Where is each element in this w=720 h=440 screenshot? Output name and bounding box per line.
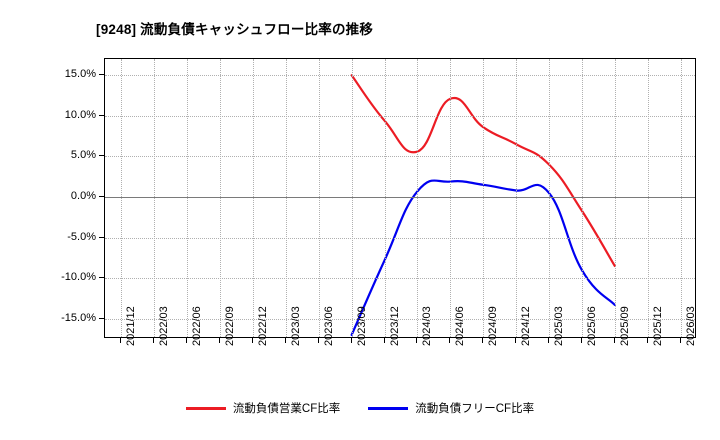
y-axis-tick: [99, 74, 104, 76]
x-axis-tick: [515, 338, 517, 343]
gridline-horizontal: [105, 75, 695, 77]
gridline-horizontal: [105, 318, 695, 320]
x-axis-label: 2024/03: [421, 306, 434, 346]
x-axis-label: 2023/03: [289, 306, 302, 346]
x-axis-tick: [646, 338, 648, 343]
x-axis-label: 2025/03: [553, 306, 565, 346]
legend-label-operating-cf: 流動負債営業CF比率: [232, 403, 341, 415]
x-axis-label: 2024/12: [520, 306, 533, 346]
gridline-vertical: [220, 59, 222, 337]
x-axis-label: 2022/03: [158, 306, 171, 346]
gridline-vertical: [154, 59, 156, 337]
x-axis-tick: [482, 338, 484, 343]
y-axis-label: 10.0%: [64, 108, 96, 121]
gridline-vertical: [549, 59, 550, 337]
x-axis-tick: [120, 338, 122, 343]
gridline-vertical: [351, 59, 353, 337]
x-axis-label: 2025/09: [618, 306, 631, 346]
legend-item-free-cf: 流動負債フリーCF比率: [368, 400, 534, 416]
x-axis-tick: [153, 338, 155, 343]
y-axis-tick: [99, 195, 104, 197]
series-layer: [105, 59, 697, 339]
legend-label-free-cf: 流動負債フリーCF比率: [415, 403, 535, 415]
y-axis-label: 5.0%: [70, 149, 96, 162]
gridline-vertical: [384, 59, 386, 337]
x-axis-label: 2025/12: [651, 306, 664, 346]
x-axis-tick: [186, 338, 188, 343]
gridline-vertical: [253, 59, 254, 337]
legend-swatch-operating-cf: [185, 406, 226, 410]
gridline-vertical: [318, 59, 320, 337]
gridline-vertical: [647, 59, 649, 337]
x-axis-tick: [613, 338, 615, 343]
legend-item-operating-cf: 流動負債営業CF比率: [185, 400, 341, 416]
x-axis-label: 2022/09: [224, 306, 237, 346]
gridline-vertical: [121, 59, 123, 337]
x-axis-label: 2021/12: [125, 306, 138, 346]
x-axis-tick: [252, 338, 253, 343]
gridline-vertical: [417, 59, 419, 337]
gridline-horizontal: [105, 115, 695, 117]
y-axis-label: -10.0%: [61, 271, 96, 284]
y-axis-label: 0.0%: [70, 189, 96, 202]
x-axis-tick: [284, 338, 286, 343]
x-axis-label: 2023/12: [388, 306, 401, 346]
x-axis-label: 2024/06: [454, 306, 467, 346]
gridline-horizontal: [105, 196, 695, 198]
legend-swatch-free-cf: [368, 406, 409, 410]
x-axis-label: 2024/09: [487, 306, 500, 346]
gridline-vertical: [450, 59, 452, 337]
plot-area: [104, 58, 696, 338]
x-axis-label: 2022/06: [191, 306, 204, 346]
gridline-vertical: [516, 59, 518, 337]
gridline-vertical: [187, 59, 189, 337]
x-axis-label: 2022/12: [257, 306, 269, 346]
chart-legend: 流動負債営業CF比率 流動負債フリーCF比率: [0, 400, 720, 416]
y-axis-tick: [99, 317, 104, 319]
x-axis-label: 2023/06: [322, 306, 335, 346]
x-axis-label: 2026/03: [684, 306, 697, 346]
x-axis-tick: [580, 338, 582, 343]
x-axis-tick: [317, 338, 319, 343]
x-axis-tick: [449, 338, 451, 343]
series-line-1: [352, 180, 615, 334]
y-axis-label: -5.0%: [67, 230, 96, 243]
y-axis-label: 15.0%: [64, 68, 96, 81]
y-axis-tick: [99, 277, 104, 279]
y-axis-label: -15.0%: [61, 311, 96, 324]
gridline-vertical: [614, 59, 616, 337]
y-axis-tick: [99, 236, 104, 238]
gridline-horizontal: [105, 278, 695, 280]
gridline-vertical: [581, 59, 583, 337]
x-axis-tick: [219, 338, 221, 343]
x-axis-tick: [416, 338, 418, 343]
gridline-vertical: [680, 59, 682, 337]
gridline-horizontal: [105, 156, 695, 158]
y-axis-tick: [99, 114, 104, 116]
x-axis-tick: [383, 338, 385, 343]
gridline-horizontal: [105, 237, 695, 239]
chart-title: [9248] 流動負債キャッシュフロー比率の推移: [96, 22, 374, 37]
gridline-vertical: [483, 59, 485, 337]
x-axis-label: 2023/09: [355, 306, 368, 346]
x-axis-label: 2025/06: [585, 306, 598, 346]
x-axis-tick: [350, 338, 352, 343]
gridline-vertical: [285, 59, 287, 337]
x-axis-tick: [548, 338, 549, 343]
y-axis-tick: [99, 155, 104, 157]
x-axis-tick: [679, 338, 681, 343]
